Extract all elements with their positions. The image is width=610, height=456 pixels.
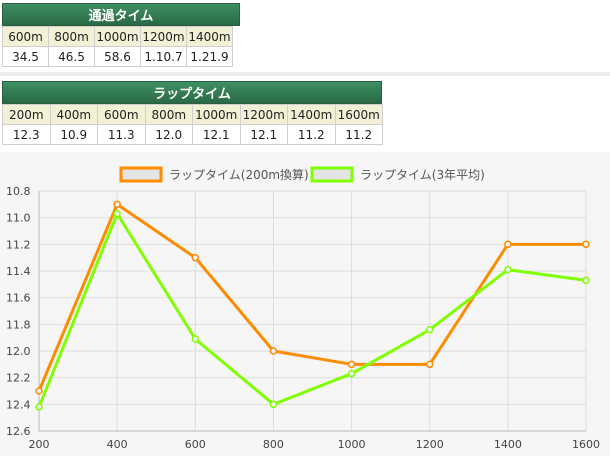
table-header-cell: 1000m [192, 104, 241, 125]
lap-times-value-row: 12.3 10.9 11.3 12.0 12.1 12.1 11.2 11.2 [2, 124, 383, 145]
legend-swatch-2 [310, 166, 354, 183]
table-header-cell: 1400m [287, 104, 336, 125]
y-tick-label: 10.8 [6, 185, 31, 198]
table-header-cell: 1000m [94, 26, 141, 47]
table-header-cell: 1200m [239, 104, 288, 125]
x-tick-label: 400 [107, 438, 128, 451]
lap-time-chart: 10.8 11.0 11.2 11.4 11.6 11.8 12.0 12.2 12.4 12.6… [6, 166, 600, 451]
table-header-cell: 600m [97, 104, 146, 125]
passing-times-header-row: 600m 800m 1000m 1200m 1400m [2, 26, 233, 47]
table-cell: 12.1 [192, 124, 241, 145]
y-tick-label: 12.4 [6, 398, 31, 411]
lap-times-title: ラップタイム [2, 81, 382, 104]
x-tick-label: 1200 [416, 438, 444, 451]
legend-label-1: ラップタイム(200m換算) [169, 167, 309, 182]
passing-times-panel: 通過タイム 600m 800m 1000m 1200m 1400m 34.5 4… [2, 3, 240, 67]
table-header-cell: 400m [49, 104, 98, 125]
y-tick-label: 11.8 [6, 318, 31, 331]
table-header-cell: 1400m [186, 26, 233, 47]
x-tick-label: 1000 [338, 438, 366, 451]
lap-times-header-row: 200m 400m 600m 800m 1000m 1200m 1400m 16… [2, 104, 383, 125]
table-header-cell: 600m [2, 26, 49, 47]
table-cell: 12.0 [144, 124, 193, 145]
table-cell: 11.3 [97, 124, 146, 145]
lap-time-chart-panel: 10.8 11.0 11.2 11.4 11.6 11.8 12.0 12.2 12.4 12.6… [0, 152, 610, 456]
table-cell: 46.5 [48, 46, 95, 67]
x-tick-label: 800 [263, 438, 284, 451]
series-line-2 [37, 212, 587, 408]
data-point-series-1 [347, 360, 356, 369]
data-point-series-1 [35, 387, 43, 395]
x-tick-label: 1400 [494, 438, 522, 451]
legend-swatch-1 [119, 166, 163, 183]
data-point-series-2 [35, 403, 43, 411]
data-point-series-1 [582, 240, 590, 249]
table-header-cell: 800m [144, 104, 193, 125]
table-cell: 1.21.9 [186, 46, 233, 67]
table-cell: 1.10.7 [140, 46, 187, 67]
y-tick-label: 11.0 [6, 212, 31, 225]
table-header-cell: 1600m [334, 104, 383, 125]
table-cell: 11.2 [287, 124, 336, 145]
data-point-series-2 [113, 209, 121, 218]
y-tick-label: 12.6 [6, 425, 31, 438]
lap-times-table: 200m 400m 600m 800m 1000m 1200m 1400m 16… [2, 104, 383, 145]
data-point-series-1 [191, 253, 200, 262]
table-header-cell: 200m [2, 104, 51, 125]
passing-times-title: 通過タイム [2, 3, 240, 26]
table-header-cell: 1200m [140, 26, 187, 47]
data-point-series-2 [582, 276, 590, 285]
x-tick-label: 1600 [572, 438, 600, 451]
y-tick-label: 11.2 [6, 238, 31, 251]
x-tick-label: 600 [185, 438, 206, 451]
x-tick-label: 200 [29, 438, 50, 451]
y-tick-label: 12.0 [6, 345, 31, 358]
data-point-series-1 [269, 347, 278, 355]
table-header-cell: 800m [48, 26, 95, 47]
table-cell: 12.3 [2, 124, 51, 145]
series-line-1 [37, 202, 586, 392]
y-tick-label: 12.2 [6, 372, 31, 385]
lap-times-panel: ラップタイム 200m 400m 600m 800m 1000m 1200m 1… [2, 81, 383, 145]
table-cell: 58.6 [94, 46, 141, 67]
passing-times-value-row: 34.5 46.5 58.6 1.10.7 1.21.9 [2, 46, 233, 67]
legend-label-2: ラップタイム(3年平均) [360, 168, 485, 182]
section-divider [0, 72, 610, 76]
data-point-series-1 [504, 240, 512, 249]
data-point-series-1 [113, 200, 121, 209]
y-tick-label: 11.4 [6, 265, 31, 278]
data-point-series-2 [425, 325, 434, 334]
table-cell: 34.5 [2, 46, 49, 67]
table-cell: 12.1 [239, 124, 288, 145]
data-point-series-2 [504, 265, 512, 274]
y-tick-label: 11.6 [6, 292, 31, 305]
table-cell: 11.2 [334, 124, 383, 145]
data-point-series-1 [425, 360, 434, 369]
data-point-series-2 [269, 400, 278, 409]
table-cell: 10.9 [49, 124, 98, 145]
data-point-series-2 [347, 369, 356, 378]
data-point-series-2 [191, 335, 200, 343]
passing-times-table: 600m 800m 1000m 1200m 1400m 34.5 46.5 58… [2, 26, 233, 67]
